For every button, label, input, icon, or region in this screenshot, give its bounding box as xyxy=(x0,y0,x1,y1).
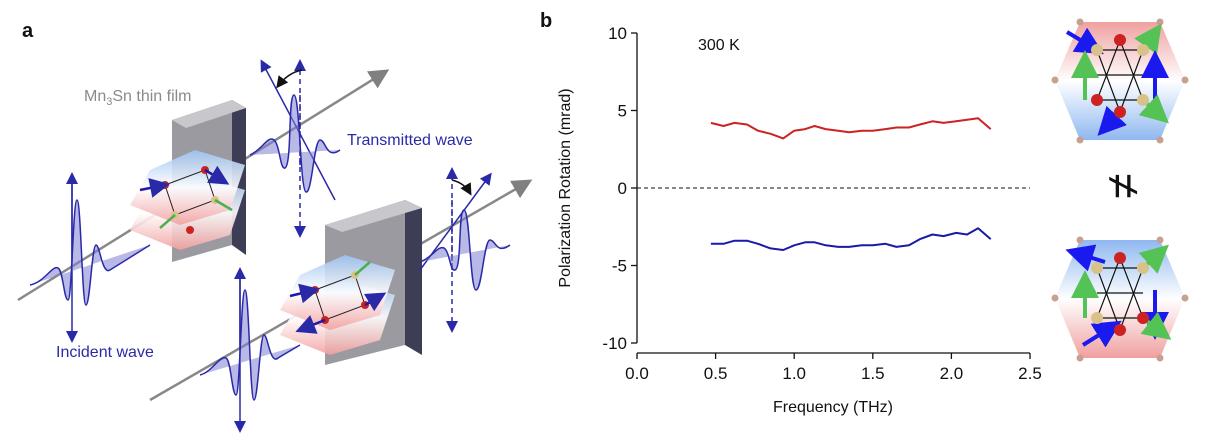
transmitted-wave-upper xyxy=(249,59,341,238)
panel-a-schematic xyxy=(17,59,533,433)
temperature-label: 300 K xyxy=(698,37,740,54)
film-label-suffix: thin film xyxy=(131,88,192,105)
film-label-subscript: 3 xyxy=(106,96,113,109)
spin-structure-insets: ≠ xyxy=(1051,18,1189,362)
x-tick-label: 0.0 xyxy=(625,364,649,383)
x-tick-label: 0.5 xyxy=(704,364,728,383)
y-tick-label: -5 xyxy=(612,257,627,276)
spin-hexagon-bottom xyxy=(1051,236,1189,362)
spin-hexagon-top xyxy=(1051,18,1189,144)
incident-wave-lower xyxy=(199,267,301,433)
panel-a-label: a xyxy=(22,20,34,42)
not-equal-symbol: ≠ xyxy=(1098,173,1150,198)
x-tick-label: 1.5 xyxy=(861,364,885,383)
y-tick-label: 10 xyxy=(608,24,627,43)
transmitted-wave-label: Transmitted wave xyxy=(347,132,473,149)
x-tick-label: 2.0 xyxy=(940,364,964,383)
incident-wave-label: Incident wave xyxy=(56,344,154,361)
y-tick-label: 5 xyxy=(618,102,627,121)
spin-hexagon-upper xyxy=(130,150,245,250)
film-label-element2: Sn xyxy=(112,88,132,105)
x-tick-label: 2.5 xyxy=(1018,364,1042,383)
series-line-negative xyxy=(710,227,992,251)
panel-b-label: b xyxy=(540,10,553,32)
y-tick-label: -10 xyxy=(602,334,627,353)
film-label: Mn3Sn thin film xyxy=(84,88,192,108)
series-line-positive xyxy=(710,117,992,140)
y-tick-label: 0 xyxy=(618,179,627,198)
y-axis-label: Polarization Rotation (mrad) xyxy=(557,88,574,287)
x-tick-label: 1.0 xyxy=(782,364,806,383)
film-label-element: Mn xyxy=(84,88,107,105)
spin-hexagon-lower xyxy=(280,255,395,355)
x-axis-label: Frequency (THz) xyxy=(773,399,893,416)
incident-wave-upper xyxy=(29,172,151,343)
transmitted-wave-lower xyxy=(419,167,511,333)
